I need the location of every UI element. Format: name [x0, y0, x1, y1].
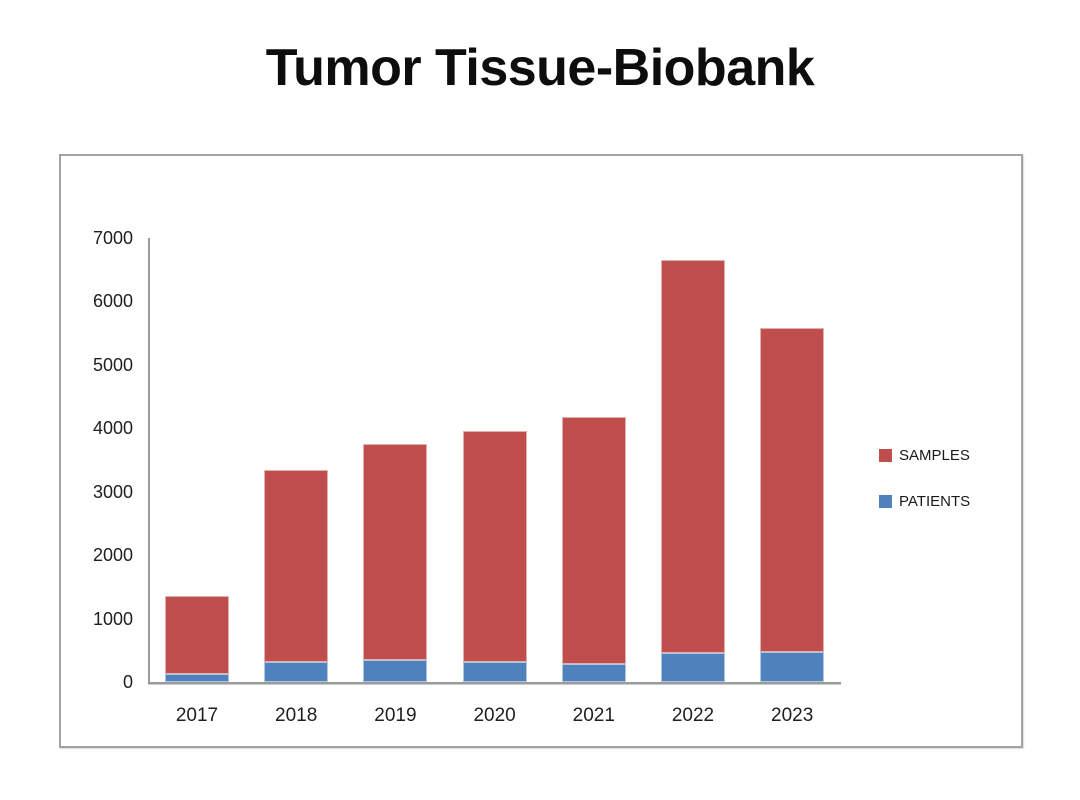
y-axis-tick-label: 4000	[92, 418, 133, 439]
x-axis-category-label: 2021	[572, 705, 615, 726]
y-axis-line	[148, 238, 150, 684]
x-axis-category-label: 2020	[473, 705, 516, 726]
bar-segment-2018-samples	[264, 469, 329, 662]
x-axis-category-label: 2023	[771, 705, 814, 726]
legend-swatch-icon	[879, 449, 892, 462]
y-axis-tick-label: 3000	[92, 481, 133, 502]
bar-segment-2019-samples	[363, 444, 428, 660]
bar-segment-2017-patients	[165, 673, 229, 682]
y-axis-tick-label: 5000	[92, 354, 133, 375]
y-axis-tick-label: 2000	[92, 545, 133, 566]
bar-segment-2019-patients	[363, 659, 428, 682]
bar-segment-2023-samples	[760, 328, 825, 653]
legend-label: PATIENTS	[899, 493, 971, 510]
y-axis-tick-label: 6000	[92, 291, 133, 312]
legend-label: SAMPLES	[899, 447, 970, 464]
bar-segment-2020-patients	[462, 661, 527, 682]
bar-segment-2021-samples	[561, 417, 626, 665]
legend-swatch-icon	[879, 495, 892, 508]
legend-item-samples: SAMPLES	[879, 447, 970, 464]
x-axis-category-label: 2018	[275, 705, 318, 726]
y-axis-tick-label: 7000	[92, 228, 133, 248]
bar-segment-2020-samples	[462, 431, 527, 662]
bar-segment-2022-samples	[661, 260, 725, 654]
bar-segment-2017-samples	[165, 596, 229, 674]
bar-segment-2022-patients	[661, 653, 725, 682]
legend-item-patients: PATIENTS	[879, 493, 970, 510]
y-axis-tick-label: 0	[122, 672, 133, 692]
x-axis-line	[148, 682, 841, 684]
legend: SAMPLES PATIENTS	[879, 447, 970, 510]
x-axis-category-label: 2019	[374, 705, 417, 726]
x-axis-category-label: 2022	[671, 705, 715, 726]
x-axis-category-label: 2017	[175, 705, 219, 726]
bar-segment-2023-patients	[760, 652, 825, 682]
bar-segment-2021-patients	[561, 664, 626, 682]
chart-frame: 0 1000 2000 3000 4000 5000 6000 7000 2017 2018 201…	[59, 154, 1023, 748]
bar-segment-2018-patients	[264, 661, 329, 682]
plot-area: 0 1000 2000 3000 4000 5000 6000 7000 2017 2018 201…	[61, 156, 1021, 746]
chart-title: Tumor Tissue-Biobank	[265, 39, 815, 97]
y-axis-tick-label: 1000	[92, 608, 133, 629]
